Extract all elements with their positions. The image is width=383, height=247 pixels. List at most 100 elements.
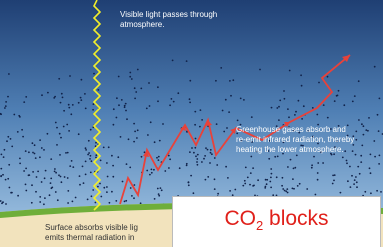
molecule [85, 174, 87, 176]
callout: CO2 blocks [172, 196, 381, 247]
molecule [50, 158, 52, 160]
molecule [199, 126, 201, 128]
molecule [75, 197, 77, 199]
molecule [21, 129, 23, 131]
molecule [378, 130, 380, 132]
molecule [154, 141, 156, 143]
molecule [295, 111, 297, 113]
molecule [136, 137, 138, 139]
molecule [274, 156, 276, 158]
molecule [68, 104, 70, 106]
molecule [374, 156, 376, 158]
label: Greenhouse gases absorb and [236, 125, 346, 134]
molecule [279, 100, 281, 102]
molecule [134, 98, 136, 100]
molecule [157, 86, 159, 88]
molecule [191, 147, 193, 149]
molecule [216, 164, 218, 166]
molecule [196, 158, 198, 160]
molecule [379, 98, 381, 100]
molecule [162, 123, 164, 125]
molecule [112, 165, 114, 167]
molecule [215, 80, 217, 82]
molecule [351, 175, 353, 177]
molecule [292, 178, 294, 180]
molecule [226, 127, 228, 129]
molecule [91, 160, 93, 162]
molecule [39, 196, 41, 198]
molecule [276, 107, 278, 109]
molecule [301, 118, 303, 120]
molecule [358, 80, 360, 82]
molecule [58, 174, 60, 176]
molecule [318, 82, 320, 84]
molecule [355, 154, 357, 156]
molecule [169, 158, 171, 160]
molecule [327, 76, 329, 78]
molecule [223, 131, 225, 133]
molecule [244, 183, 246, 185]
molecule [124, 201, 126, 203]
molecule [373, 140, 375, 142]
molecule [214, 157, 216, 159]
molecule [249, 184, 251, 186]
molecule [343, 104, 345, 106]
molecule [346, 160, 348, 162]
molecule [13, 114, 15, 116]
molecule [300, 74, 302, 76]
label: emits thermal radiation in [45, 233, 134, 242]
molecule [1, 154, 3, 156]
molecule [158, 159, 160, 161]
molecule [116, 117, 118, 119]
molecule [64, 176, 66, 178]
molecule [41, 181, 43, 183]
molecule [57, 199, 59, 201]
molecule [270, 168, 272, 170]
molecule [350, 186, 352, 188]
molecule [186, 163, 188, 165]
molecule [172, 60, 174, 62]
molecule [237, 120, 239, 122]
molecule [278, 106, 280, 108]
molecule [121, 99, 123, 101]
molecule [95, 154, 97, 156]
molecule [316, 114, 318, 116]
molecule [158, 193, 160, 195]
molecule [244, 180, 246, 182]
molecule [78, 102, 80, 104]
molecule [68, 107, 70, 109]
molecule [266, 179, 268, 181]
molecule [352, 101, 354, 103]
molecule [177, 92, 179, 94]
molecule [380, 191, 382, 193]
molecule [82, 166, 84, 168]
molecule [217, 193, 219, 195]
molecule [63, 126, 65, 128]
molecule [311, 167, 313, 169]
molecule [197, 164, 199, 166]
molecule [334, 174, 336, 176]
molecule [85, 147, 87, 149]
molecule [207, 176, 209, 178]
molecule [313, 156, 315, 158]
molecule [148, 82, 150, 84]
molecule [230, 95, 232, 97]
molecule [63, 110, 65, 112]
molecule [2, 174, 4, 176]
molecule [173, 101, 175, 103]
molecule [116, 97, 118, 99]
molecule [281, 185, 283, 187]
molecule [92, 189, 94, 191]
molecule [317, 172, 319, 174]
molecule [156, 157, 158, 159]
molecule [294, 114, 296, 116]
molecule [203, 158, 205, 160]
molecule [232, 79, 234, 81]
molecule [97, 186, 99, 188]
molecule [111, 191, 113, 193]
molecule [370, 154, 372, 156]
molecule [56, 144, 58, 146]
molecule [193, 152, 195, 154]
molecule [365, 129, 367, 131]
molecule [37, 171, 39, 173]
